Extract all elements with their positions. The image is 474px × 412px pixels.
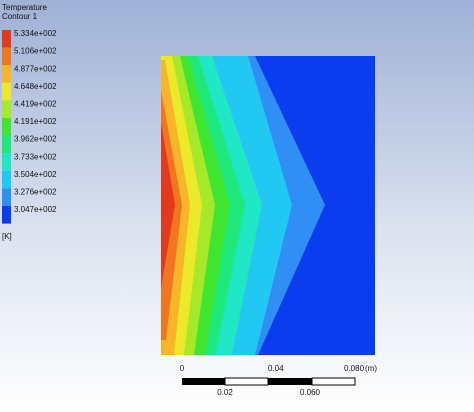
legend-swatch xyxy=(2,47,11,66)
legend-swatch xyxy=(2,118,11,136)
legend-unit: [K] xyxy=(2,232,12,241)
scale-segment xyxy=(311,377,356,386)
legend-label: 3.047e+002 xyxy=(14,205,57,214)
legend-label: 3.733e+002 xyxy=(14,152,57,161)
legend-label: 5.106e+002 xyxy=(14,47,57,56)
contour-plot xyxy=(161,56,375,355)
legend-title: Temperature xyxy=(2,3,47,12)
legend-swatch xyxy=(2,30,11,48)
legend-label: 4.877e+002 xyxy=(14,64,57,73)
scale-label: 0.060 xyxy=(300,388,321,397)
legend-label: 4.648e+002 xyxy=(14,82,57,91)
scale-segment xyxy=(224,377,269,386)
legend-swatch xyxy=(2,135,11,154)
legend-label: 3.962e+002 xyxy=(14,135,57,144)
legend-swatch xyxy=(2,206,11,224)
legend-label: 4.419e+002 xyxy=(14,100,57,109)
contour-band xyxy=(161,122,175,288)
scale-label: 0.04 xyxy=(268,364,284,373)
scale-label: 0.080 xyxy=(344,364,365,373)
legend-label: 3.276e+002 xyxy=(14,188,57,197)
legend-subtitle: Contour 1 xyxy=(2,12,38,21)
legend-swatch xyxy=(2,188,11,206)
legend-swatch xyxy=(2,153,11,171)
legend-label: 5.334e+002 xyxy=(14,29,57,38)
scale-labels: 0 0.04 0.080 (m) 0.02 0.060 xyxy=(180,364,378,397)
scale-segment xyxy=(268,378,312,385)
legend-label: 3.504e+002 xyxy=(14,170,57,179)
legend-swatch xyxy=(2,100,11,118)
legend-swatch xyxy=(2,170,11,189)
legend-swatch xyxy=(2,82,11,101)
legend: 5.334e+002 5.106e+002 4.877e+002 4.648e+002… xyxy=(2,29,57,224)
scale-bar xyxy=(182,377,356,386)
scale-label: (m) xyxy=(365,364,377,373)
legend-swatch xyxy=(2,65,11,83)
scale-segment xyxy=(182,378,225,385)
scale-label: 0 xyxy=(180,364,185,373)
legend-label: 4.191e+002 xyxy=(14,117,57,126)
scale-label: 0.02 xyxy=(217,388,233,397)
